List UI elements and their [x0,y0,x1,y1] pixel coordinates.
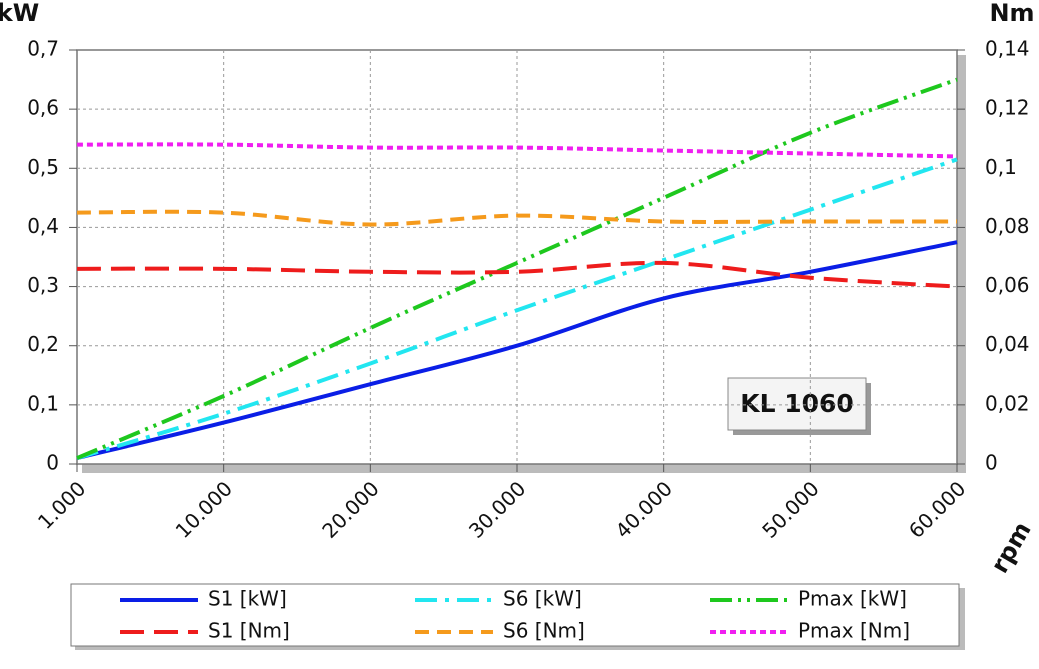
x-tick-label: 60.000 [904,476,970,542]
legend-label: S6 [Nm] [503,619,585,643]
x-tick-label: 10.000 [171,476,237,542]
series-line [76,260,958,289]
series-line [76,240,958,461]
y2-tick-label: 0,04 [985,332,1030,356]
y2-tick-label: 0,02 [985,391,1030,415]
legend-label: Pmax [kW] [798,587,907,611]
y-tick-label: 0,2 [27,332,59,356]
legend-label: Pmax [Nm] [798,619,910,643]
y2-tick-label: 0,1 [985,155,1017,179]
y-tick-label: 0,5 [27,155,59,179]
legend-label: S6 [kW] [503,587,582,611]
x-tick-label: 20.000 [317,476,383,542]
legend-label: S1 [Nm] [208,619,290,643]
legend-label: S1 [kW] [208,587,287,611]
y-axis-label: kW [0,0,39,27]
y-tick-label: 0,1 [27,391,59,415]
annotation-box [727,377,867,431]
y-tick-label: 0,7 [27,37,59,61]
y2-tick-label: 0,06 [985,273,1030,297]
y2-tick-label: 0 [985,451,998,475]
series-line [76,157,958,461]
y-tick-label: 0,3 [27,273,59,297]
y2-tick-label: 0,14 [985,37,1030,61]
y2-axis-label: Nm [989,0,1034,27]
y-tick-label: 0,4 [27,214,59,238]
series-line [76,209,957,227]
x-tick-label: 50.000 [757,476,823,542]
legend [70,583,960,647]
series-line [76,142,958,159]
annotation: KL 1060 [740,389,854,418]
x-tick-label: 1.000 [33,476,90,533]
x-axis-label: rpm [986,517,1037,578]
y2-tick-label: 0,12 [985,96,1030,120]
y-tick-label: 0 [46,451,59,475]
y2-tick-label: 0,08 [985,214,1030,238]
series-line [76,77,958,460]
x-tick-label: 40.000 [611,476,677,542]
y-tick-label: 0,6 [27,96,59,120]
x-tick-label: 30.000 [464,476,530,542]
